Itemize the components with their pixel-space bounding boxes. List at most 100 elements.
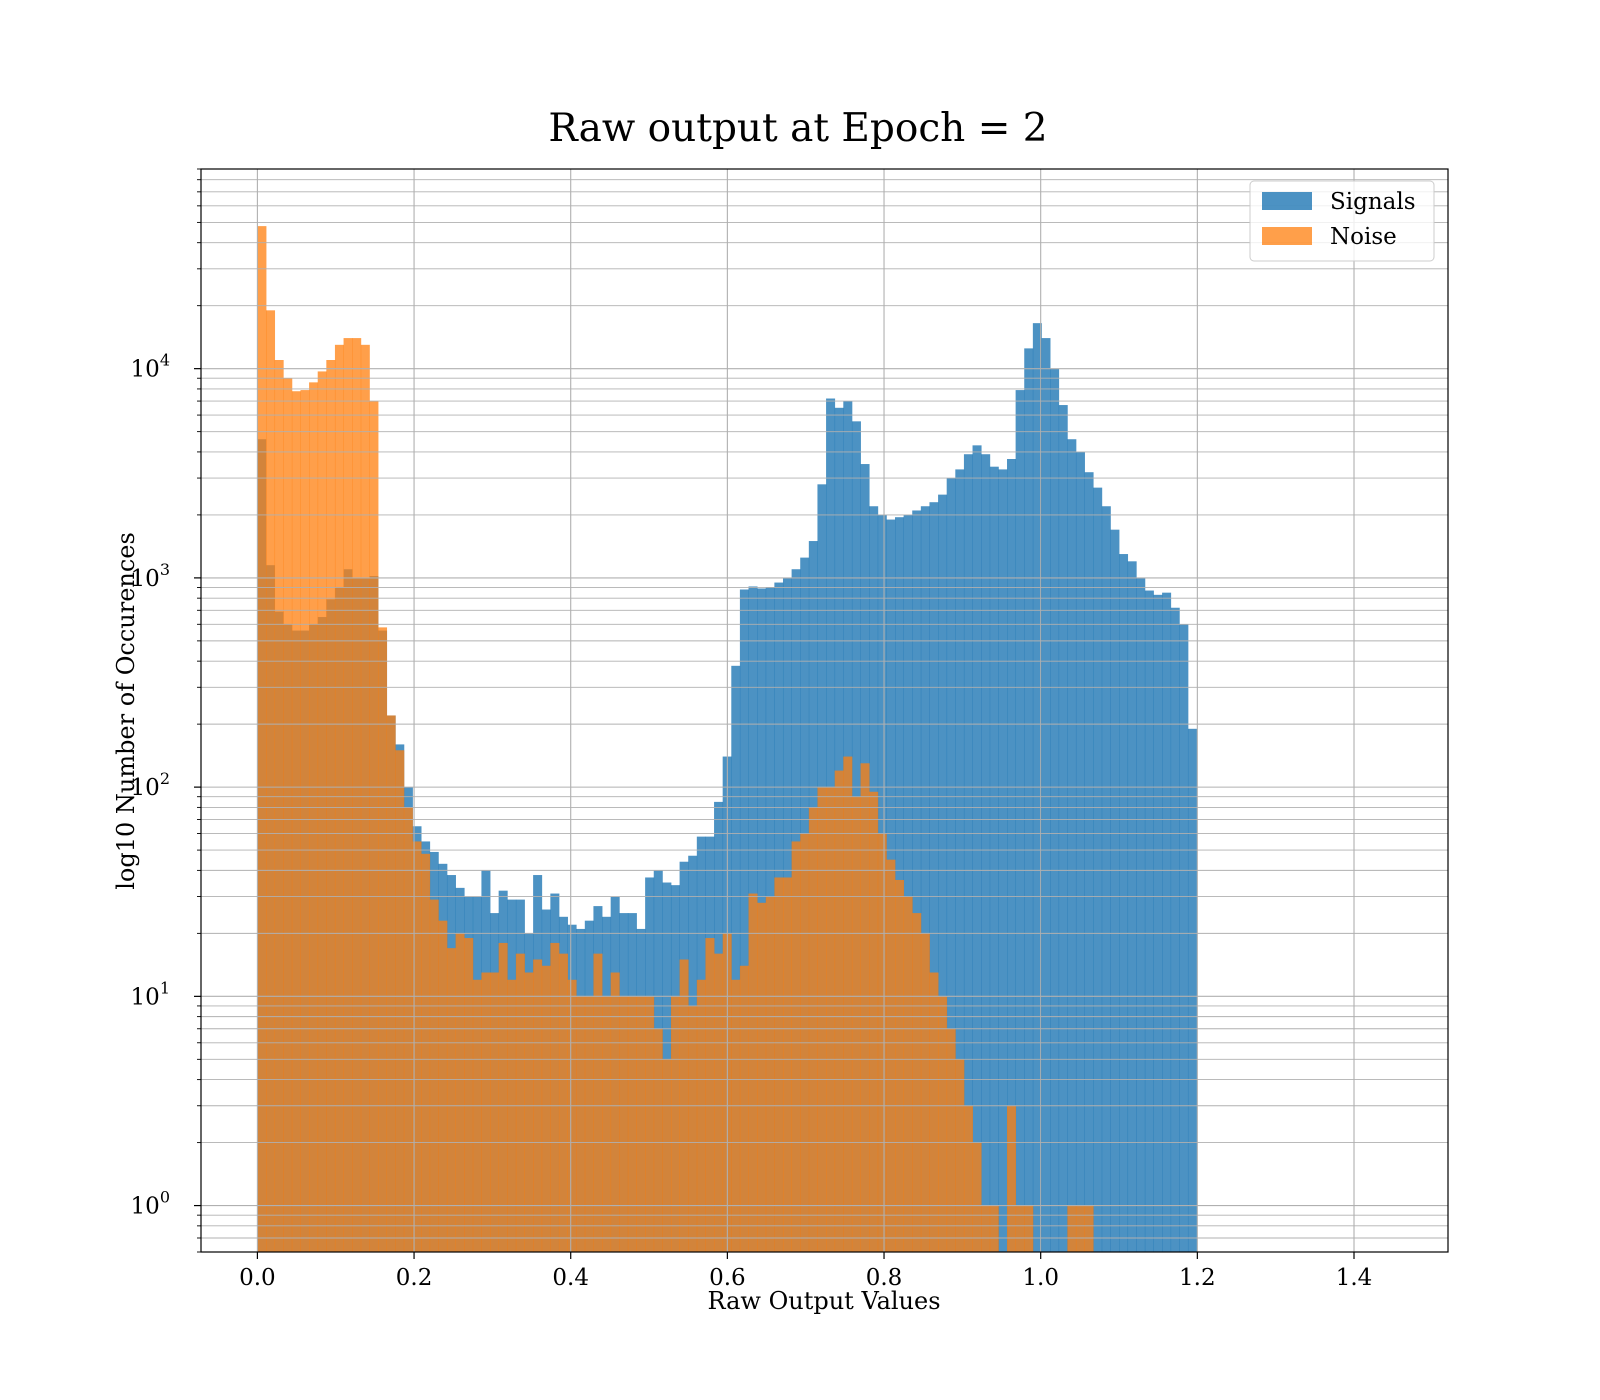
bar-signals [1119,554,1129,1252]
bar-noise [731,979,741,1252]
bar-noise [369,401,379,1252]
bar-noise [774,877,784,1252]
bar-noise [360,344,370,1252]
bar-noise [981,1205,991,1252]
series-noise [257,226,1094,1253]
bar-signals [929,502,939,1252]
bar-noise [395,750,405,1252]
x-tick-label: 1.0 [1022,1265,1059,1291]
bar-noise [619,996,629,1252]
bar-noise [429,899,439,1252]
bar-noise [300,390,310,1253]
bar-noise [446,948,456,1252]
bar-signals [1075,451,1085,1252]
bar-signals [981,454,991,1253]
bar-signals [1093,487,1103,1252]
bar-noise [498,942,508,1252]
bar-noise [334,344,344,1252]
bar-noise [662,1059,672,1252]
bar-noise [946,1028,956,1252]
bar-noise [291,391,301,1253]
bar-signals [1179,624,1189,1252]
bar-signals [1162,592,1172,1252]
bar-signals [912,510,922,1253]
bar-noise [266,310,276,1253]
bar-noise [481,972,491,1252]
bar-signals [903,514,913,1252]
bar-noise [1067,1205,1077,1252]
bar-noise [317,371,327,1252]
bar-signals [739,589,749,1252]
bar-noise [386,715,396,1252]
bar-noise [464,938,474,1252]
bar-noise [886,859,896,1252]
bar-noise [438,920,448,1252]
bar-signals [955,469,965,1252]
y-tick-label: 104 [131,351,170,383]
bar-noise [938,996,948,1252]
bar-noise [688,1005,698,1252]
bar-noise [490,972,500,1252]
bar-noise [705,938,715,1252]
bar-signals [1041,338,1051,1253]
bar-noise [550,942,560,1252]
bar-noise [989,1205,999,1252]
bar-noise [610,972,620,1252]
bars-layer [257,226,1197,1253]
x-tick-label: 1.2 [1179,1265,1216,1291]
bar-noise [257,226,267,1252]
bar-noise [584,996,594,1252]
bar-noise [869,791,879,1252]
bar-noise [455,933,465,1252]
bar-signals [1136,577,1146,1252]
bar-noise [653,1028,663,1252]
x-tick-label: 0.4 [552,1265,589,1291]
y-tick-label: 101 [131,978,170,1010]
bar-noise [929,972,939,1252]
bar-noise [326,360,336,1252]
bar-noise [593,953,603,1252]
legend-label-signals: Signals [1330,189,1416,215]
x-axis-label: Raw Output Values [707,1287,940,1315]
bar-noise [1075,1205,1085,1252]
bar-noise [636,996,646,1252]
bar-noise [1084,1205,1094,1252]
bar-noise [576,996,586,1252]
bar-noise [670,996,680,1252]
bar-signals [1084,472,1094,1252]
bar-noise [472,979,482,1252]
bar-noise [817,787,827,1252]
bar-noise [421,853,431,1252]
legend-swatch-signals [1262,192,1312,210]
bar-noise [283,378,293,1253]
bar-signals [1024,348,1034,1252]
legend-label-noise: Noise [1330,224,1397,250]
bar-noise [1024,1205,1034,1252]
bar-noise [567,979,577,1252]
legend-swatch-noise [1262,227,1312,245]
x-tick-label: 0.6 [709,1265,746,1291]
bar-signals [1110,529,1120,1252]
bar-noise [541,965,551,1252]
grid-layer [201,168,1448,1253]
bar-noise [627,996,637,1252]
bar-noise [274,360,284,1252]
bar-signals [1187,728,1197,1252]
bar-signals [1050,368,1060,1252]
bar-signals [1127,561,1137,1252]
plot-frame [200,168,1449,1253]
bar-noise [1015,1205,1025,1252]
bar-noise [826,787,836,1252]
x-tick-label: 0.0 [239,1265,276,1291]
bar-noise [515,953,525,1252]
bar-noise [696,979,706,1252]
x-axis-ticks: 0.0 0.2 0.4 0.6 0.8 1.0 1.2 1.4 [239,1252,1372,1291]
bar-noise [378,627,388,1252]
bar-noise [791,841,801,1252]
bar-noise [912,913,922,1252]
bar-noise [895,879,905,1252]
x-tick-label: 0.8 [866,1265,903,1291]
bar-signals [731,665,741,1252]
